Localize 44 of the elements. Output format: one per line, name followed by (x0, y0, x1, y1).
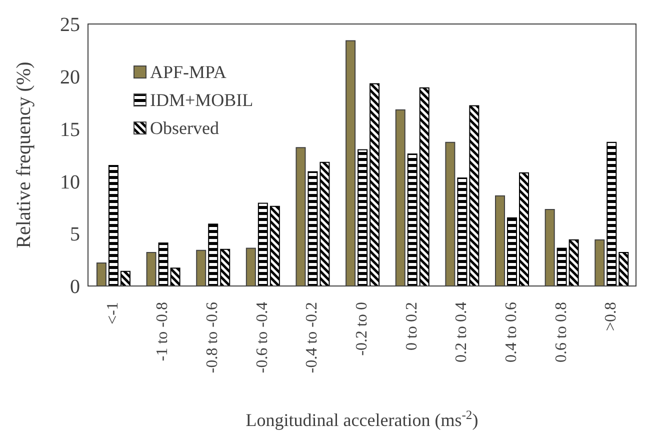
bar (407, 153, 418, 286)
x-tick-label: <-1 (104, 302, 122, 324)
bar (419, 87, 430, 286)
bar (320, 162, 330, 286)
bar (208, 224, 218, 286)
y-tick-label: 10 (60, 171, 80, 194)
x-tick-label: -0.4 to -0.2 (304, 302, 321, 374)
y-tick-label: 20 (60, 66, 80, 88)
y-axis-title: Relative frequency (%) (13, 62, 35, 248)
bar (469, 105, 480, 286)
x-tick-label: 0.6 to 0.8 (552, 302, 570, 362)
bar (519, 172, 530, 286)
y-tick-label: 0 (70, 276, 80, 298)
x-tick-label: >0.8 (602, 302, 620, 332)
bar (358, 149, 368, 286)
x-axis-title: Longitudinal acceleration (ms$^{-2}$) (246, 408, 478, 430)
x-tick-label: -1 to -0.8 (154, 302, 172, 362)
x-tick-label: -0.6 to -0.4 (254, 302, 271, 374)
bar (270, 206, 280, 286)
bar (457, 178, 468, 286)
legend-label: APF-MPA (150, 62, 226, 82)
bar (158, 242, 168, 286)
bar (120, 270, 130, 286)
x-tick-label: -0.2 to 0 (354, 302, 370, 356)
x-tick-label: -0.8 to -0.6 (204, 302, 222, 374)
bar (220, 248, 230, 286)
x-tick-label: 0.2 to 0.4 (453, 302, 470, 362)
y-tick-label: 15 (60, 118, 80, 141)
bar (618, 252, 629, 286)
bar (108, 164, 118, 286)
bar (507, 217, 518, 286)
legend-label: IDM+MOBIL (150, 90, 254, 110)
y-tick-label: 25 (60, 14, 80, 36)
bar (308, 171, 318, 286)
bar (606, 142, 617, 286)
bar (370, 83, 380, 286)
x-tick-label: 0.4 to 0.6 (502, 302, 520, 362)
legend-label: Observed (150, 118, 219, 138)
bar (170, 268, 180, 286)
bar (258, 202, 268, 286)
bar (556, 248, 567, 286)
x-tick-label: 0 to 0.2 (403, 302, 420, 350)
bar (568, 239, 579, 286)
y-tick-label: 5 (70, 224, 80, 246)
